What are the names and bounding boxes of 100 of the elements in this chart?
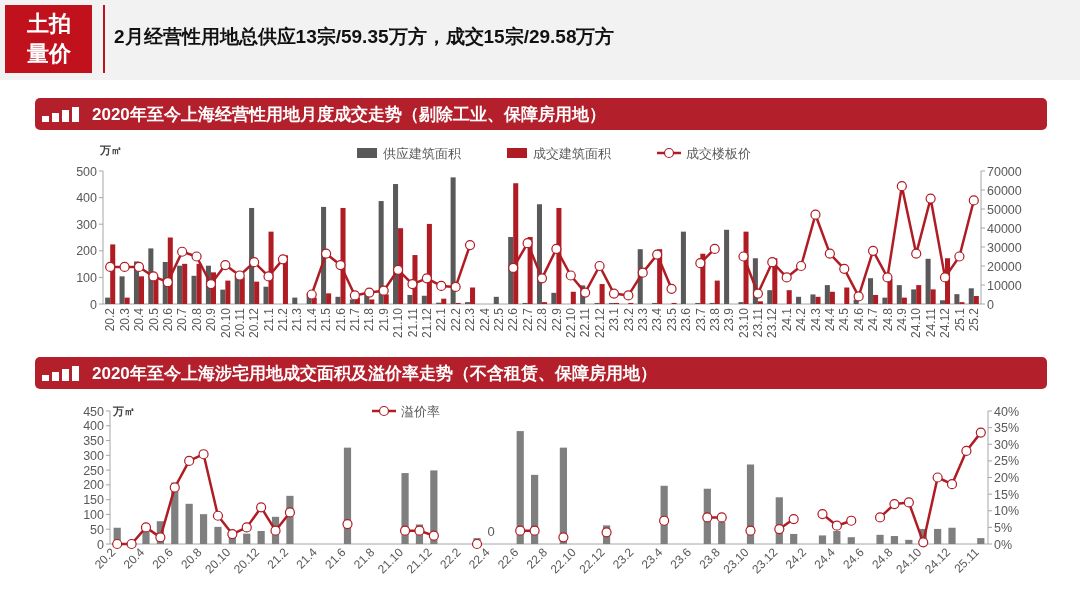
- x-tick-label: 23.3: [635, 307, 650, 332]
- point: [874, 512, 886, 523]
- point: [903, 497, 914, 508]
- y-tick-label: 100: [76, 270, 98, 285]
- x-tick-label: 21.8: [362, 307, 377, 332]
- y-tick-label: 250: [83, 463, 105, 478]
- x-tick-label: 21.2: [276, 307, 291, 332]
- x-tick-label: 22.10: [563, 307, 578, 339]
- point: [882, 272, 893, 283]
- bar: [225, 280, 231, 304]
- bar: [185, 503, 193, 544]
- bar: [916, 285, 922, 304]
- point: [946, 479, 958, 490]
- bar: [796, 296, 802, 304]
- y-tick-label: 300: [76, 217, 98, 232]
- bar: [441, 298, 447, 304]
- bar: [243, 533, 251, 544]
- bar: [292, 297, 298, 304]
- point: [536, 273, 548, 284]
- point: [349, 290, 360, 301]
- bar: [378, 201, 384, 304]
- point: [961, 445, 972, 456]
- point: [464, 240, 476, 251]
- bar: [890, 536, 899, 544]
- point: [623, 290, 634, 301]
- bar: [599, 284, 605, 304]
- x-tick-label: 23.2: [621, 307, 636, 332]
- x-tick-label: 20.2: [103, 307, 118, 332]
- bar: [829, 291, 835, 304]
- chart-title: 2020年至今上海经营性用地月度成交走势（剔除工业、保障房用地）: [92, 105, 606, 124]
- legend-label: 成交建筑面积: [533, 145, 611, 161]
- point: [263, 271, 274, 282]
- point: [191, 251, 202, 262]
- legend-label: 溢价率: [401, 403, 440, 419]
- legend-label: 供应建筑面积: [383, 145, 461, 161]
- point: [133, 261, 145, 273]
- point: [781, 272, 792, 283]
- bar: [930, 289, 936, 304]
- point: [342, 518, 353, 530]
- x-tick-label: 22.7: [520, 307, 535, 332]
- point: [421, 273, 432, 284]
- bar: [847, 537, 855, 544]
- point: [284, 507, 296, 518]
- x-tick-label: 23.4: [650, 307, 665, 332]
- x-tick-label: 22.8: [535, 307, 550, 332]
- point: [918, 537, 929, 548]
- x-tick-label: 24.10: [909, 307, 924, 339]
- point: [155, 532, 166, 543]
- point: [565, 270, 576, 281]
- x-tick-label: 24.7: [866, 307, 881, 332]
- point: [450, 281, 461, 292]
- x-tick-label: 21.12: [420, 307, 435, 339]
- y-tick-label: 400: [76, 191, 98, 206]
- point: [716, 512, 727, 523]
- y-tick-label: 0: [90, 297, 98, 312]
- point: [436, 280, 447, 292]
- text: 土拍量价: [25, 10, 72, 68]
- x-tick-label: 20.11: [232, 307, 247, 338]
- bar: [714, 280, 720, 304]
- x-tick-label: 24.8: [880, 307, 895, 332]
- point: [177, 246, 188, 257]
- x-tick-label: 24.12: [938, 307, 953, 339]
- y-axis-title: 万㎡: [99, 144, 122, 156]
- x-tick-label: 21.10: [391, 307, 406, 339]
- bar: [680, 231, 686, 304]
- point: [169, 482, 180, 493]
- x-tick-label: 22.11: [578, 307, 593, 338]
- data-label: 0: [487, 524, 495, 539]
- point: [407, 278, 418, 290]
- bar: [105, 297, 111, 304]
- bar: [973, 296, 979, 304]
- bar: [138, 276, 145, 304]
- point: [752, 288, 763, 299]
- bar: [934, 528, 942, 544]
- x-tick-label: 23.1: [607, 307, 622, 332]
- point: [709, 243, 720, 254]
- x-tick-label: 22.6: [506, 307, 521, 332]
- x-tick-label: 24.1: [779, 307, 794, 332]
- x-tick-label: 20.7: [175, 307, 190, 332]
- x-tick-label: 24.2: [794, 307, 809, 332]
- x-tick-label: 23.9: [722, 307, 737, 332]
- point: [975, 427, 986, 438]
- x-tick-label: 20.5: [146, 307, 161, 332]
- y-tick-label: 200: [83, 478, 105, 493]
- y-tick-label: 500: [76, 164, 98, 179]
- bar: [954, 294, 960, 304]
- point: [767, 257, 778, 268]
- bar: [901, 297, 907, 304]
- bar: [182, 263, 188, 304]
- x-tick-label: 23.11: [751, 307, 766, 338]
- y2-tick-label: 60000: [987, 183, 1022, 198]
- y-tick-label: 400: [83, 419, 105, 434]
- x-tick-label: 21.5: [319, 307, 334, 332]
- point: [637, 267, 648, 278]
- point: [774, 523, 785, 535]
- point: [659, 515, 670, 526]
- x-tick-label: 23.5: [664, 307, 679, 332]
- point: [508, 262, 519, 273]
- point: [140, 522, 152, 533]
- point: [198, 449, 209, 460]
